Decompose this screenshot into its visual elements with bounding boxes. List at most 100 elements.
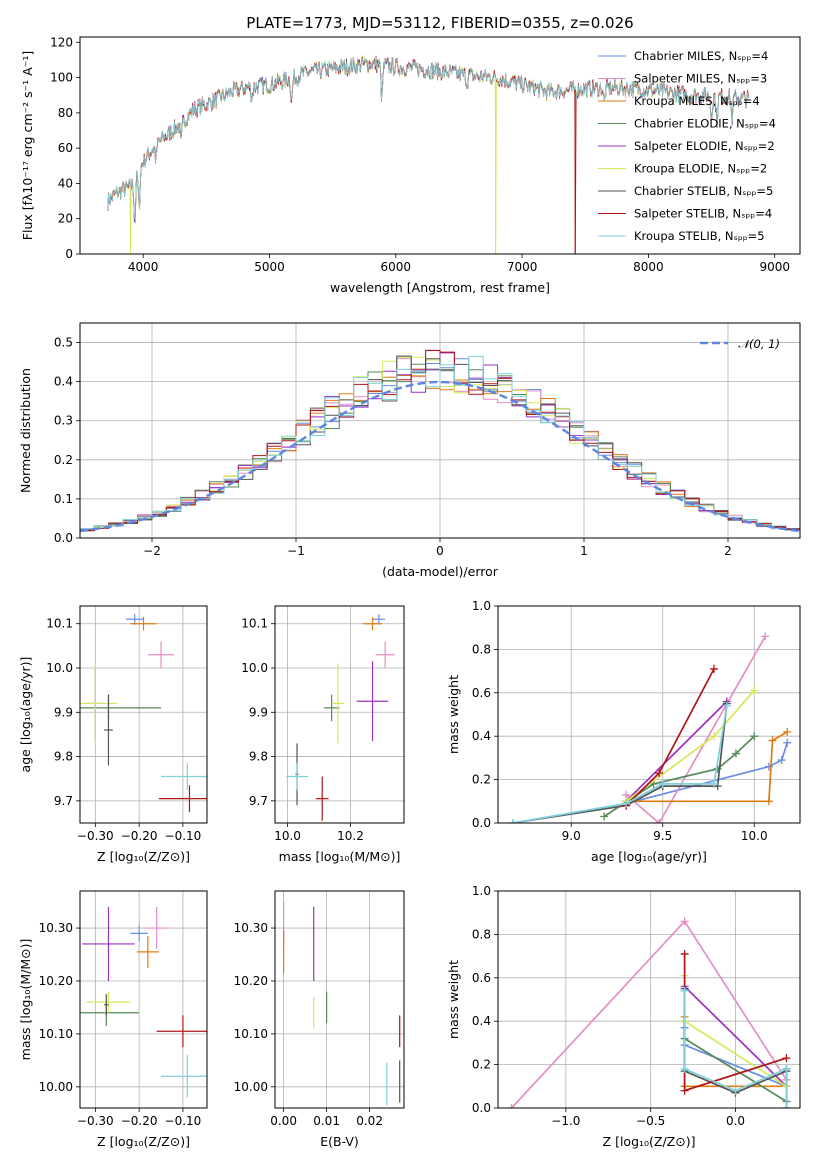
- legend: 𝒩(0, 1): [700, 337, 780, 351]
- x-axis-label: Z [log₁₀(Z/Z⊙)]: [603, 1134, 696, 1149]
- x-axis-label: (data-model)/error: [382, 564, 499, 579]
- y-tick-label: 0.8: [472, 642, 491, 656]
- legend-entry: Salpeter MILES, Nₛₚₚ=3: [634, 72, 767, 86]
- y-tick-label: 10.20: [39, 974, 73, 988]
- axes-frame: [79, 322, 801, 539]
- y-tick-label: 0.0: [472, 816, 491, 830]
- panel-mass-vs-Z: −0.30 −0.20 −0.10 10.00 10.10 10.20 10.30 Z [lo…: [18, 890, 208, 1149]
- y-axis-label: age [log₁₀(age/yr)]: [18, 657, 33, 773]
- weight-marker: [508, 819, 517, 823]
- weight-marker: [680, 949, 689, 958]
- x-tick-label: −2: [143, 544, 161, 558]
- x-tick-label: 0.0: [726, 1114, 745, 1128]
- y-tick-label: 0.1: [54, 492, 73, 506]
- panel-age-vs-Z: −0.30 −0.20 −0.10 9.7 9.8 9.9 10.0 10.1 Z [log₁₀…: [18, 605, 208, 864]
- y-tick-label: 80: [58, 106, 73, 120]
- y-tick-label: 1.0: [472, 884, 491, 898]
- y-tick-label: 10.1: [241, 617, 268, 631]
- histogram-series-6: [80, 355, 800, 538]
- legend-entry: Chabrier ELODIE, Nₛₚₚ=4: [634, 117, 776, 131]
- x-axis-label: Z [log₁₀(Z/Z⊙)]: [97, 1134, 190, 1149]
- x-tick-label: 10.0: [741, 829, 768, 843]
- x-tick-label: −0.5: [636, 1114, 665, 1128]
- weight-marker: [709, 779, 718, 788]
- weight-marker: [782, 1054, 791, 1063]
- x-tick-label: 4000: [128, 260, 159, 274]
- y-tick-label: 10.30: [39, 921, 73, 935]
- x-axis-label: age [log₁₀(age/yr)]: [591, 849, 707, 864]
- weight-marker: [777, 756, 786, 765]
- weight-marker: [709, 664, 718, 673]
- y-tick-label: 0.6: [472, 686, 491, 700]
- weight-line-8: [512, 705, 728, 823]
- legend-entry: Chabrier STELIB, Nₛₚₚ=5: [634, 184, 773, 198]
- weight-marker: [722, 701, 731, 710]
- axes-frame: [274, 605, 405, 824]
- legend-entry: Salpeter STELIB, Nₛₚₚ=4: [634, 207, 772, 221]
- panel-residuals: −2 −1 0 1 2 0.0 0.1 0.2 0.3 0.4 0.5 (data-model)/er…: [18, 322, 801, 579]
- y-tick-label: 0.6: [472, 971, 491, 985]
- weight-marker: [731, 749, 740, 758]
- y-tick-label: 9.7: [249, 794, 268, 808]
- weight-marker: [782, 1104, 791, 1108]
- legend-entry: Kroupa STELIB, Nₛₚₚ=5: [634, 229, 765, 243]
- y-tick-label: 0.2: [472, 773, 491, 787]
- y-tick-label: 0.4: [54, 375, 73, 389]
- plot-area: [508, 632, 792, 823]
- y-tick-label: 0.8: [472, 927, 491, 941]
- y-axis-label: Flux [fλ10⁻¹⁷ erg cm⁻² s⁻¹ A⁻¹]: [20, 51, 35, 240]
- x-axis-label: mass [log₁₀(M/M⊙)]: [279, 849, 401, 864]
- y-tick-label: 0.0: [472, 1101, 491, 1115]
- y-tick-label: 40: [58, 176, 73, 190]
- y-tick-label: 0.4: [472, 1014, 491, 1028]
- weight-marker: [709, 732, 718, 741]
- x-tick-label: −0.20: [121, 1114, 158, 1128]
- plot-area: [80, 349, 800, 538]
- axes-frame: [274, 890, 405, 1109]
- y-tick-label: 9.8: [249, 750, 268, 764]
- y-tick-label: 10.30: [234, 921, 268, 935]
- plot-area: [283, 901, 401, 1106]
- weight-marker: [783, 727, 792, 736]
- x-tick-label: 0.01: [313, 1114, 340, 1128]
- panel-spectrum: 4000 5000 6000 7000 8000 9000 0 20 40 60 80 100 120 w…: [20, 35, 801, 295]
- histogram-series-8: [80, 355, 800, 538]
- y-tick-label: 0.2: [54, 453, 73, 467]
- x-tick-label: 0.00: [270, 1114, 297, 1128]
- y-tick-label: 9.9: [249, 705, 268, 719]
- weight-marker: [782, 1064, 791, 1073]
- y-tick-label: 10.00: [39, 1080, 73, 1094]
- weight-marker: [768, 736, 777, 745]
- legend-entry: Kroupa ELODIE, Nₛₚₚ=2: [634, 162, 767, 176]
- y-tick-label: 10.10: [39, 1027, 73, 1041]
- x-tick-label: −0.30: [77, 829, 114, 843]
- weight-line-0: [625, 742, 789, 805]
- weight-marker: [655, 769, 664, 778]
- x-tick-label: 8000: [633, 260, 664, 274]
- y-tick-label: 0.0: [54, 531, 73, 545]
- x-tick-label: 10.2: [337, 829, 364, 843]
- y-tick-label: 0.5: [54, 336, 73, 350]
- spectrum-line-5: [107, 55, 750, 254]
- y-axis-label: mass [log₁₀(M/M⊙)]: [18, 939, 33, 1061]
- x-tick-label: 2: [724, 544, 732, 558]
- panel-massweight-vs-age: 9.0 9.5 10.0 0.0 0.2 0.4 0.6 0.8 1.0 age [log₁₀(a…: [446, 599, 801, 864]
- x-tick-label: 6000: [381, 260, 412, 274]
- panel-age-vs-mass: 10.0 10.2 9.7 9.8 9.9 10.0 10.1 mass [log₁₀(M/M…: [241, 605, 405, 864]
- weight-marker: [731, 1086, 740, 1095]
- y-tick-label: 0: [65, 247, 73, 261]
- axes-frame: [497, 605, 801, 824]
- gaussian-curve: [80, 380, 800, 533]
- axes-frame: [79, 605, 208, 824]
- x-tick-label: −1.0: [551, 1114, 580, 1128]
- panel-mass-vs-EBV: 0.00 0.01 0.02 10.00 10.10 10.20 10.30 E(B-V): [234, 890, 405, 1149]
- y-tick-label: 10.1: [46, 617, 73, 631]
- weight-marker: [783, 738, 792, 747]
- y-tick-label: 1.0: [472, 599, 491, 613]
- weight-line-2: [626, 731, 788, 803]
- legend-entry: Kroupa MILES, Nₛₚₚ=4: [634, 94, 760, 108]
- x-tick-label: 0.02: [356, 1114, 383, 1128]
- legend-entry: Salpeter ELODIE, Nₛₚₚ=2: [634, 139, 775, 153]
- weight-marker: [600, 812, 609, 821]
